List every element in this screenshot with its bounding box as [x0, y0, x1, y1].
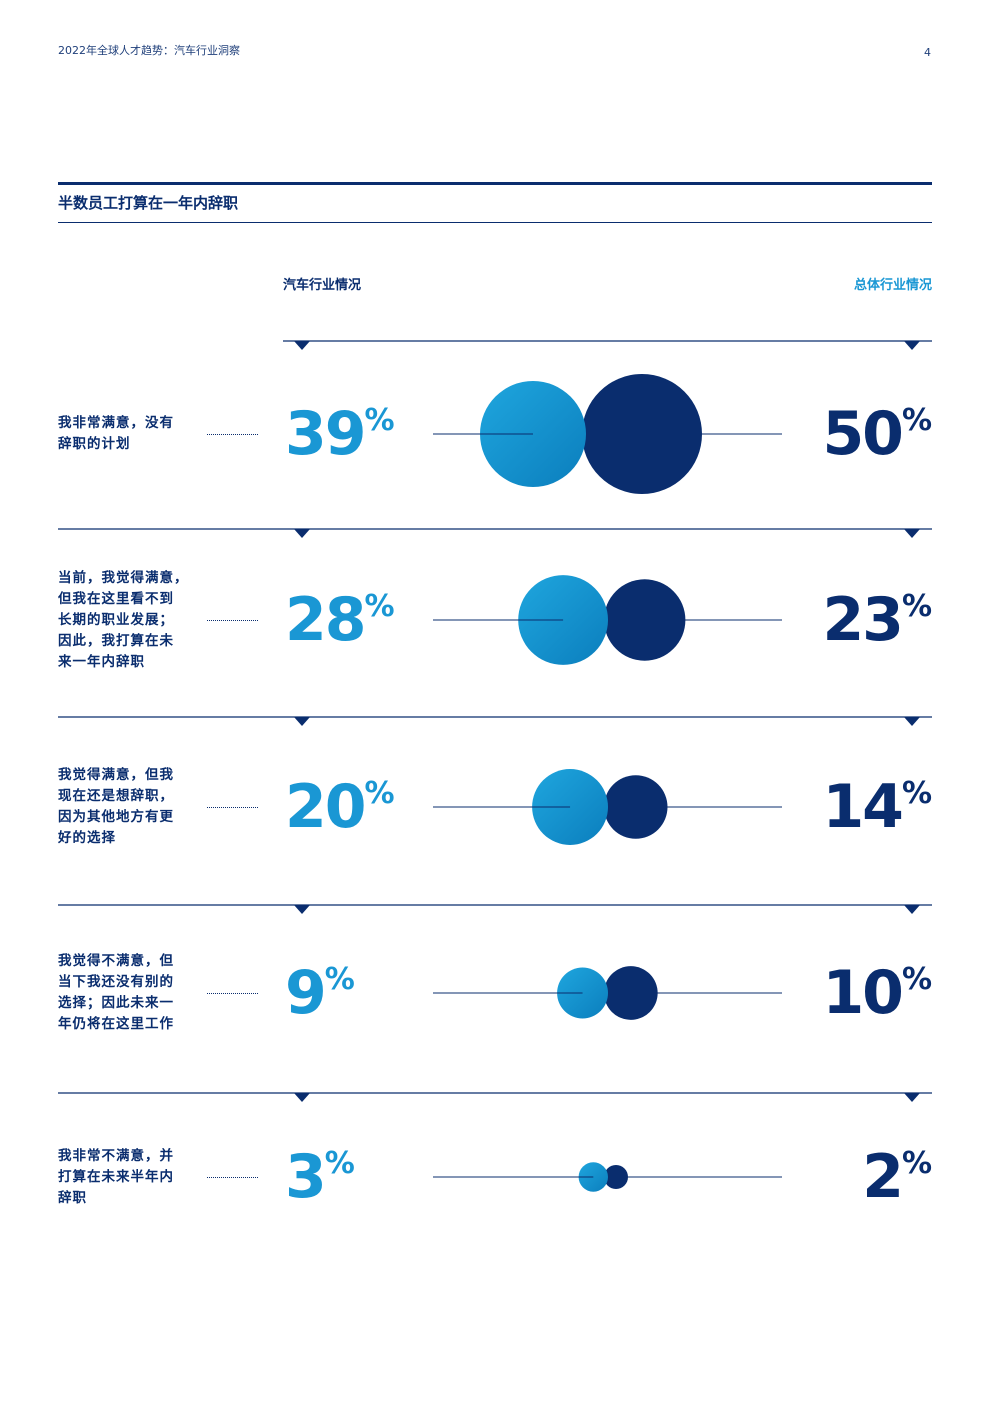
row-label-line: 好的选择 — [58, 830, 116, 846]
bubble-overall — [582, 374, 702, 494]
automotive-percent-symbol: % — [364, 589, 395, 624]
row-label: 当前，我觉得满意， 但我在这里看不到 长期的职业发展； 因此，我打算在未 来一年内辞职 — [58, 568, 190, 673]
overall-percent-value: 14 — [822, 772, 903, 842]
row-label-line: 年仍将在这里工作 — [58, 1016, 174, 1032]
overall-percent: 23% — [822, 590, 932, 650]
header-title: 2022年全球人才趋势：汽车行业洞察 — [58, 44, 240, 57]
row-label-line: 当前，我觉得满意， — [58, 569, 189, 586]
row-label: 我非常满意，没有 辞职的计划 — [58, 413, 190, 455]
row-label-line: 当下我还没有别的 — [58, 974, 174, 990]
row-label-line: 我觉得不满意，但 — [58, 953, 174, 969]
bubble-overall — [604, 579, 686, 661]
section-top-rule — [58, 182, 932, 185]
automotive-percent: 20% — [285, 777, 395, 837]
row-label-line: 打算在未来半年内 — [58, 1168, 174, 1185]
row-leader-dots — [207, 993, 258, 994]
row-marker-right — [904, 1093, 920, 1102]
overall-percent: 2% — [862, 1147, 932, 1207]
page-number: 4 — [924, 46, 931, 59]
row-marker-right — [904, 905, 920, 914]
overall-percent-symbol: % — [901, 403, 932, 438]
overall-percent-symbol: % — [901, 589, 932, 624]
section-title: 半数员工打算在一年内辞职 — [58, 194, 239, 212]
row-leader-dots — [207, 807, 258, 808]
row-marker-left — [294, 1093, 310, 1102]
automotive-percent-symbol: % — [324, 962, 355, 997]
row-label-line: 但我在这里看不到 — [58, 590, 174, 607]
automotive-percent-value: 20 — [285, 772, 366, 842]
column-header-automotive: 汽车行业情况 — [283, 278, 362, 293]
row-label-line: 我觉得满意，但我 — [58, 767, 174, 783]
overall-percent: 14% — [822, 777, 932, 837]
automotive-percent-symbol: % — [324, 1146, 355, 1181]
bubble-overall — [604, 775, 668, 839]
row-label: 我觉得不满意，但 当下我还没有别的 选择；因此未来一 年仍将在这里工作 — [58, 951, 190, 1035]
automotive-percent-value: 3 — [285, 1142, 327, 1212]
row-label-line: 来一年内辞职 — [58, 653, 145, 670]
row-marker-left — [294, 717, 310, 726]
automotive-percent-symbol: % — [364, 403, 395, 438]
automotive-percent: 3% — [285, 1147, 355, 1207]
automotive-percent: 28% — [285, 590, 395, 650]
section-bottom-rule — [58, 222, 932, 223]
row-label-line: 因此，我打算在未 — [58, 632, 174, 649]
row-label-line: 辞职 — [58, 1189, 87, 1206]
automotive-percent: 39% — [285, 404, 395, 464]
overall-percent-symbol: % — [901, 776, 932, 811]
row-marker-left — [294, 905, 310, 914]
row-leader-dots — [207, 1177, 258, 1178]
overall-percent: 50% — [822, 404, 932, 464]
row-leader-dots — [207, 434, 258, 435]
automotive-percent-symbol: % — [364, 776, 395, 811]
row-marker-right — [904, 717, 920, 726]
row-marker-right — [904, 341, 920, 350]
overall-percent-symbol: % — [901, 962, 932, 997]
row-marker-left — [294, 529, 310, 538]
automotive-percent-value: 39 — [285, 399, 366, 469]
row-leader-dots — [207, 620, 258, 621]
bubble-overall — [604, 966, 658, 1020]
overall-percent-value: 2 — [862, 1142, 904, 1212]
overall-percent-value: 23 — [822, 585, 903, 655]
automotive-percent-value: 9 — [285, 958, 327, 1028]
row-marker-right — [904, 529, 920, 538]
row-label: 我觉得满意，但我 现在还是想辞职， 因为其他地方有更 好的选择 — [58, 765, 190, 849]
overall-percent-value: 10 — [822, 958, 903, 1028]
overall-percent-value: 50 — [822, 399, 903, 469]
row-label-line: 选择；因此未来一 — [58, 995, 174, 1011]
bubble-overall — [604, 1165, 628, 1189]
overall-percent: 10% — [822, 963, 932, 1023]
row-marker-left — [294, 341, 310, 350]
automotive-percent-value: 28 — [285, 585, 366, 655]
row-label-line: 辞职的计划 — [58, 436, 131, 452]
row-label-line: 长期的职业发展； — [58, 611, 174, 628]
row-label-line: 现在还是想辞职， — [58, 788, 174, 804]
row-label-line: 我非常满意，没有 — [58, 415, 174, 431]
column-header-overall: 总体行业情况 — [853, 278, 932, 293]
row-label-line: 因为其他地方有更 — [58, 809, 174, 825]
automotive-percent: 9% — [285, 963, 355, 1023]
row-label-line: 我非常不满意，并 — [58, 1147, 174, 1164]
row-label: 我非常不满意，并 打算在未来半年内 辞职 — [58, 1146, 190, 1209]
overall-percent-symbol: % — [901, 1146, 932, 1181]
